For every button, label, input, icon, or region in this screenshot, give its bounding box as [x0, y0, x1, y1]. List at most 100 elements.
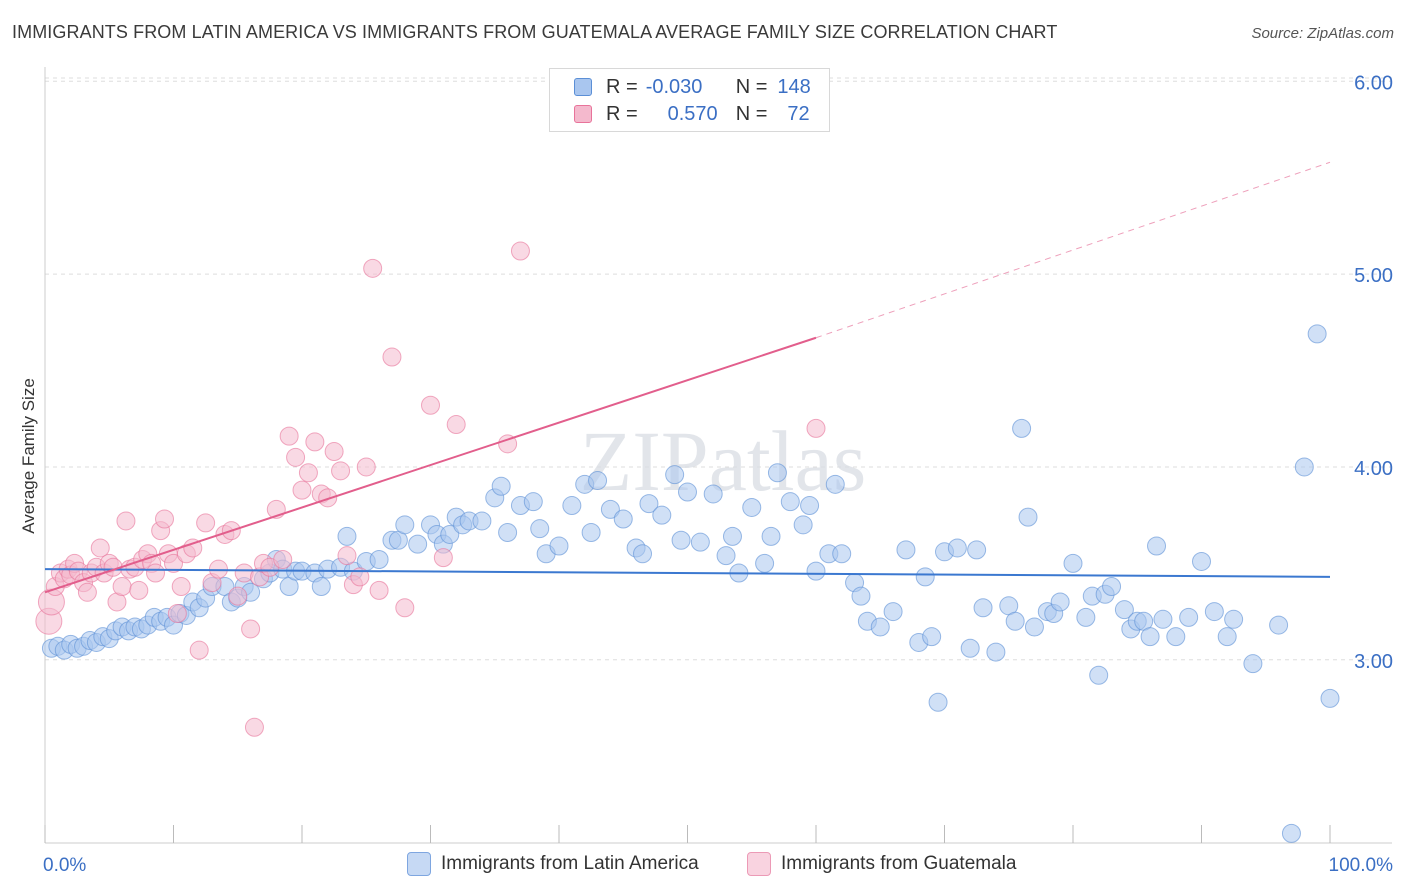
data-point — [767, 463, 787, 483]
data-point — [600, 499, 620, 519]
y-axis-label: Average Family Size — [19, 378, 38, 534]
data-point — [90, 538, 110, 558]
y-tick-label: 4.00 — [1354, 458, 1393, 480]
data-point — [363, 258, 383, 278]
data-point — [241, 619, 261, 639]
data-point — [671, 530, 691, 550]
data-point — [716, 546, 736, 566]
legend-n-label: N = — [735, 102, 768, 125]
data-point — [446, 415, 466, 435]
data-point — [800, 496, 820, 516]
series-legend: Immigrants from Latin America Immigrants… — [0, 852, 1406, 876]
data-point — [613, 509, 633, 529]
data-point — [793, 515, 813, 535]
data-point — [703, 484, 723, 504]
legend-swatch-blue — [407, 852, 431, 876]
data-point — [1076, 607, 1096, 627]
data-point — [155, 509, 175, 529]
legend-label: Immigrants from Guatemala — [781, 853, 1017, 874]
data-point — [806, 418, 826, 438]
data-point — [928, 692, 948, 712]
data-point — [273, 550, 293, 570]
legend-r-value: -0.030 — [645, 75, 703, 98]
data-point — [491, 476, 511, 496]
data-point — [472, 511, 492, 531]
data-point — [189, 640, 209, 660]
data-point — [915, 567, 935, 587]
data-point — [1179, 607, 1199, 627]
data-point — [960, 638, 980, 658]
legend-n-value: 72 — [787, 102, 810, 125]
data-point — [1018, 507, 1038, 527]
y-tick-label: 6.00 — [1354, 72, 1393, 94]
legend-row-guatemala: R = 0.570 N = 72 — [574, 101, 810, 127]
data-point — [639, 494, 659, 514]
data-point — [665, 465, 685, 485]
data-point — [1243, 654, 1263, 674]
data-point — [408, 534, 428, 554]
data-point — [722, 526, 742, 546]
data-point — [523, 492, 543, 512]
data-point — [1153, 609, 1173, 629]
data-point — [825, 474, 845, 494]
source-label: Source: ZipAtlas.com — [1251, 25, 1394, 42]
data-point — [1166, 627, 1186, 647]
trend-line-guatemala — [44, 336, 817, 594]
data-point — [369, 580, 389, 600]
legend-r-label: R = — [606, 102, 638, 125]
y-tick-label: 3.00 — [1354, 651, 1393, 673]
data-point — [337, 546, 357, 566]
data-point — [588, 470, 608, 490]
data-point — [1320, 688, 1340, 708]
legend-row-latin-america: R = -0.030 N = 148 — [574, 74, 811, 100]
data-point — [973, 598, 993, 618]
legend-label: Immigrants from Latin America — [441, 853, 699, 874]
data-point — [1102, 577, 1122, 597]
data-point — [1005, 611, 1025, 631]
data-point — [1024, 617, 1044, 637]
data-point — [581, 523, 601, 543]
data-point — [171, 577, 191, 597]
data-point — [395, 598, 415, 618]
trend-line-guatemala-extension — [815, 161, 1331, 339]
data-point — [690, 532, 710, 552]
data-point — [678, 482, 697, 502]
legend-item-latin-america: Immigrants from Latin America — [407, 852, 699, 876]
data-point — [382, 347, 402, 367]
data-point — [279, 426, 299, 446]
data-point — [167, 604, 187, 624]
data-point — [77, 582, 97, 602]
legend-r-label: R = — [606, 75, 638, 98]
data-point — [967, 540, 987, 560]
x-tick-label: 100.0% — [1329, 855, 1394, 876]
axes — [44, 67, 1392, 844]
data-point — [1269, 615, 1289, 635]
data-point — [1147, 536, 1167, 556]
data-point — [1217, 627, 1237, 647]
data-point — [433, 548, 453, 568]
data-point — [806, 561, 826, 581]
series-latin-america — [41, 324, 1340, 843]
data-point — [1281, 823, 1301, 843]
data-point — [1307, 324, 1327, 344]
data-point — [228, 586, 248, 606]
data-point — [146, 563, 166, 583]
x-tick-label: 0.0% — [43, 855, 86, 876]
data-point — [350, 567, 370, 587]
data-point — [116, 511, 136, 531]
data-point — [922, 627, 942, 647]
data-point — [510, 241, 530, 261]
y-tick-label: 5.00 — [1354, 265, 1393, 287]
data-point — [1140, 627, 1160, 647]
data-point — [761, 526, 781, 546]
legend-swatch-pink — [574, 105, 592, 123]
data-point — [298, 463, 318, 483]
data-point — [1114, 600, 1134, 620]
data-point — [395, 515, 415, 535]
stats-legend: R = -0.030 N = 148 R = 0.570 N = 72 — [549, 68, 830, 132]
data-point — [421, 395, 440, 415]
data-point — [356, 457, 376, 477]
data-point — [286, 447, 306, 467]
data-point — [498, 523, 518, 543]
